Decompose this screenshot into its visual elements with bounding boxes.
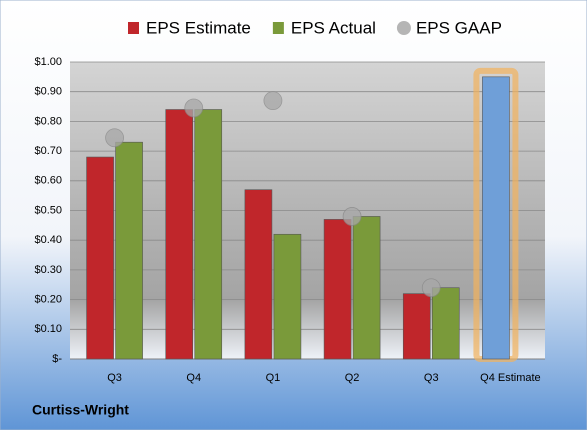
y-tick-label: $- (52, 353, 62, 365)
legend-marker (272, 22, 284, 34)
x-tick-label: Q3 (107, 372, 122, 384)
x-tick-label: Q2 (345, 372, 360, 384)
bar (115, 141, 143, 360)
bar (244, 189, 273, 360)
bar (482, 76, 510, 360)
legend-label: EPS Estimate (146, 18, 251, 37)
gaap-marker (263, 91, 283, 111)
y-tick-label: $1.00 (34, 56, 62, 68)
y-tick-label: $0.10 (34, 323, 62, 335)
bar (402, 293, 431, 360)
bar (431, 287, 460, 360)
y-tick-label: $0.80 (34, 115, 62, 127)
bar (86, 156, 114, 360)
gaap-marker (105, 128, 124, 148)
y-tick-label: $0.70 (34, 145, 62, 157)
gaap-marker (184, 98, 204, 118)
bar (194, 109, 223, 360)
x-tick-label: Q1 (266, 372, 281, 384)
x-tick-label: Q4 (186, 372, 201, 384)
x-tick-label: Q4 Estimate (480, 372, 541, 384)
bar (273, 233, 302, 360)
legend-label: EPS GAAP (416, 18, 502, 37)
y-tick-label: $0.20 (34, 294, 62, 306)
bar (323, 219, 352, 360)
bar (352, 216, 381, 360)
footer: Curtiss-Wright (32, 402, 129, 418)
y-tick-label: $0.40 (34, 234, 62, 246)
y-tick-label: $0.30 (34, 264, 62, 276)
gaap-marker (342, 207, 362, 226)
legend-marker (128, 22, 139, 34)
y-tick-label: $0.50 (34, 204, 62, 216)
legend-label: EPS Actual (291, 18, 376, 37)
y-tick-label: $0.60 (34, 175, 62, 187)
y-tick-label: $0.90 (34, 86, 62, 98)
legend-marker (396, 21, 411, 35)
gaap-marker (421, 278, 441, 298)
x-tick-label: Q3 (424, 372, 439, 384)
bar (165, 109, 194, 360)
